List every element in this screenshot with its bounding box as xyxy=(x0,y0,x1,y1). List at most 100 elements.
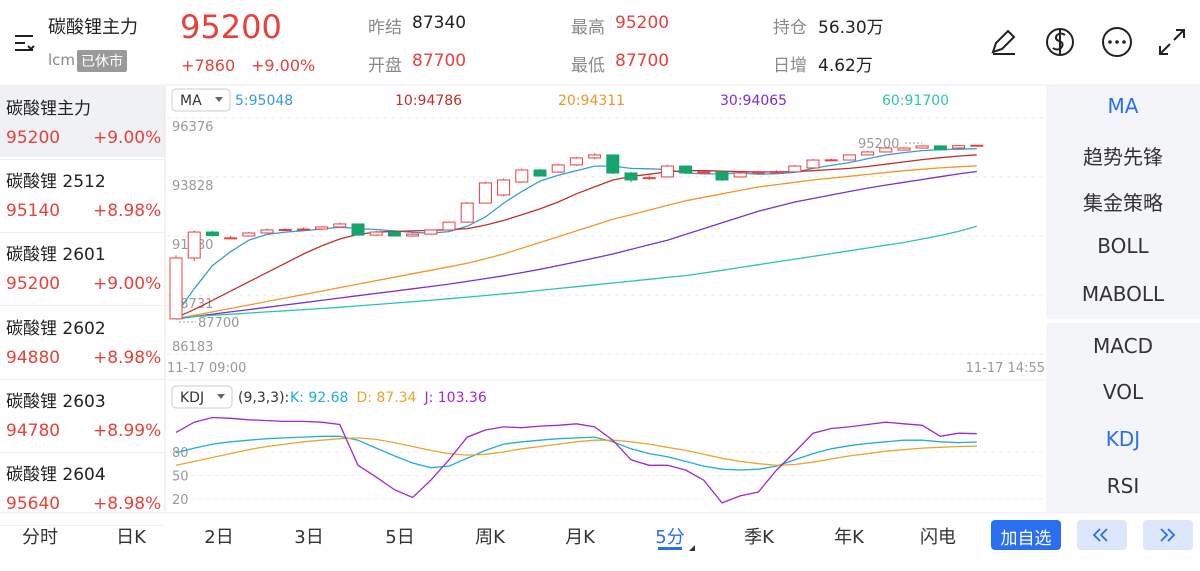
period-tab[interactable]: 5日 xyxy=(385,527,415,548)
indicator-panel-bg xyxy=(1046,85,1200,513)
indicator-option[interactable]: KDJ xyxy=(1105,427,1141,451)
menu-icon[interactable] xyxy=(15,35,35,51)
period-tab[interactable]: 闪电 xyxy=(920,527,956,548)
indicator-option[interactable]: BOLL xyxy=(1097,234,1149,258)
legend-entry: 20:94311 xyxy=(558,93,625,109)
indicator-option[interactable]: MACD xyxy=(1093,334,1153,358)
ma-line xyxy=(175,225,977,319)
contract-price: 95200 xyxy=(6,274,61,294)
period-tab[interactable]: 月K xyxy=(565,527,595,548)
indicator-option[interactable]: RSI xyxy=(1106,474,1140,498)
legend-entry: K: 92.68 xyxy=(290,390,348,406)
contract-item[interactable]: 碳酸锂主力 95200 +9.00% xyxy=(0,86,165,160)
candle-body xyxy=(861,151,875,156)
contract-change: +9.00% xyxy=(93,128,162,148)
stat-value: 87700 xyxy=(615,51,670,71)
candle-body xyxy=(806,159,820,169)
annotation: 95200 xyxy=(858,137,899,152)
contract-name: 碳酸锂 2603 xyxy=(6,392,106,412)
stat-value: 87340 xyxy=(412,13,467,33)
candle-body xyxy=(606,154,620,174)
candle-body xyxy=(224,237,238,240)
candle-body xyxy=(770,171,784,174)
ma-line xyxy=(175,170,977,320)
legend-entry: 60:91700 xyxy=(882,93,949,109)
indicator-option[interactable]: 集金策略 xyxy=(1083,191,1163,215)
candle-body xyxy=(551,164,565,173)
candle-body xyxy=(824,159,838,162)
indicator-option[interactable]: 趋势先锋 xyxy=(1083,145,1163,169)
stat-value: 95200 xyxy=(615,13,670,33)
candle-body xyxy=(442,221,456,231)
period-tab[interactable]: 5分 xyxy=(655,527,685,548)
ma-select[interactable] xyxy=(171,88,231,112)
contract-price: 94780 xyxy=(6,421,61,441)
period-tab[interactable]: 周K xyxy=(475,527,505,548)
contract-item[interactable]: 碳酸锂 2604 95640 +8.98% xyxy=(0,452,165,526)
contract-item[interactable]: 碳酸锂 2601 95200 +9.00% xyxy=(0,232,165,306)
candle-body xyxy=(296,228,310,231)
candle-body xyxy=(369,231,383,236)
y-tick-label: 80 xyxy=(172,446,189,461)
candle-body xyxy=(970,144,984,147)
candle-body xyxy=(351,223,365,236)
status-badge: 已休市 xyxy=(77,50,127,72)
candle-body xyxy=(642,177,656,180)
contract-item[interactable]: 碳酸锂 2602 94880 +8.98% xyxy=(0,306,165,380)
candle-body xyxy=(260,229,274,234)
candle-body xyxy=(933,145,947,151)
change-pct: +9.00% xyxy=(251,56,316,75)
contract-price: 95200 xyxy=(6,128,61,148)
period-tab[interactable]: 日K xyxy=(116,527,146,548)
more-icon[interactable] xyxy=(1102,27,1132,57)
kdj-select[interactable] xyxy=(171,385,233,409)
contract-name: 碳酸锂 2601 xyxy=(6,245,106,265)
candle-body xyxy=(478,182,492,204)
contract-item[interactable]: 碳酸锂 2603 94780 +8.99% xyxy=(0,379,165,453)
candle-body xyxy=(697,171,711,174)
contract-item[interactable]: 碳酸锂 2512 95140 +8.98% xyxy=(0,159,165,233)
candle-body xyxy=(952,145,966,149)
tab-corner xyxy=(689,545,695,551)
indicator-option[interactable]: MABOLL xyxy=(1081,282,1165,306)
y-tick-label: 96376 xyxy=(172,120,213,135)
candle-body xyxy=(460,202,474,223)
candle-body xyxy=(788,165,802,173)
next-icon xyxy=(1160,528,1176,542)
ma-line xyxy=(175,165,977,320)
indicator-params: (9,3,3): xyxy=(238,390,289,406)
add-button-bg[interactable] xyxy=(991,520,1061,550)
candle-body xyxy=(842,154,856,161)
candle-body xyxy=(751,171,765,174)
kdj-line xyxy=(175,416,977,504)
x-tick-label: 11-17 14:55 xyxy=(966,361,1045,376)
candle-body xyxy=(187,231,201,259)
period-tab[interactable]: 季K xyxy=(744,527,774,548)
indicator-option[interactable]: VOL xyxy=(1102,380,1144,404)
dropdown-arrow xyxy=(215,97,223,102)
draw-icon[interactable] xyxy=(991,29,1016,55)
candle-body xyxy=(588,154,602,159)
ma-line xyxy=(175,154,977,319)
period-tab[interactable]: 年K xyxy=(834,527,864,548)
candle-body xyxy=(333,223,347,228)
currency-icon[interactable] xyxy=(1046,28,1074,56)
contract-price: 95640 xyxy=(6,494,61,514)
candle-body xyxy=(660,165,674,178)
collapse-icon[interactable] xyxy=(1159,29,1185,55)
y-tick-label: 20 xyxy=(172,493,189,508)
candle-body xyxy=(315,226,329,230)
stat-label: 最低 xyxy=(571,56,605,76)
candle-body xyxy=(242,232,256,237)
add-button[interactable]: 加自选 xyxy=(1000,529,1052,549)
indicator-option[interactable]: MA xyxy=(1107,94,1139,118)
candle-body xyxy=(387,231,401,237)
period-tab[interactable]: 2日 xyxy=(204,527,234,548)
stat-label: 日增 xyxy=(773,56,807,76)
period-tab[interactable]: 分时 xyxy=(22,527,58,548)
y-tick-label: 86183 xyxy=(172,340,213,355)
contract-name: 碳酸锂 2602 xyxy=(6,319,106,339)
candle-body xyxy=(569,157,583,166)
period-tab[interactable]: 3日 xyxy=(294,527,324,548)
